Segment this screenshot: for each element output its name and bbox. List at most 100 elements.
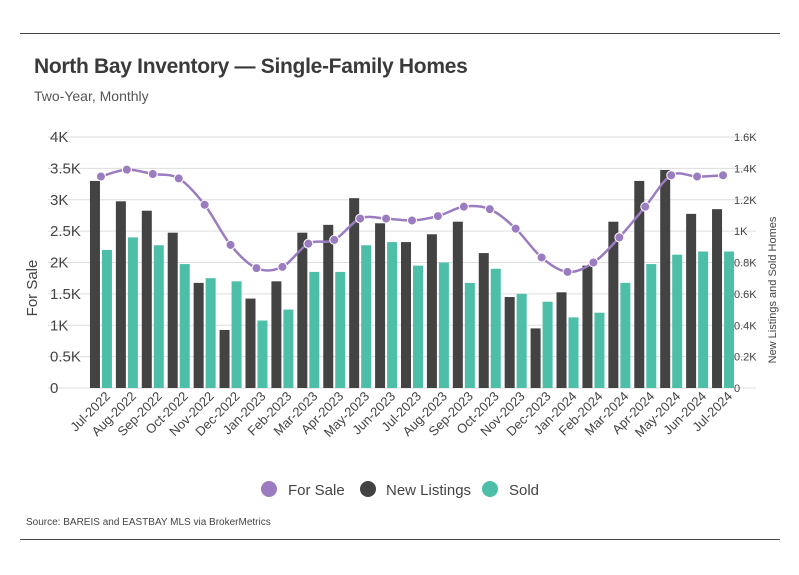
for-sale-point[interactable] (251, 263, 262, 274)
bar-sold[interactable] (542, 301, 553, 388)
bar-new-listings[interactable] (401, 242, 411, 388)
bar-sold[interactable] (413, 265, 423, 388)
bar-sold[interactable] (153, 245, 164, 388)
source-note: Source: BAREIS and EASTBAY MLS via Broke… (26, 517, 271, 528)
for-sale-point[interactable] (484, 204, 495, 215)
for-sale-point[interactable] (147, 169, 158, 180)
bar-sold[interactable] (309, 271, 320, 388)
bar-new-listings[interactable] (323, 224, 334, 388)
legend-item-new-listings[interactable]: New Listings (360, 481, 471, 499)
for-sale-point[interactable] (355, 213, 366, 224)
legend: For Sale New Listings Sold (261, 481, 539, 499)
legend-label-new-listings: New Listings (386, 482, 471, 499)
for-sale-point[interactable] (329, 234, 340, 245)
for-sale-point[interactable] (640, 201, 651, 212)
bar-sold[interactable] (127, 237, 138, 388)
bar-new-listings[interactable] (89, 180, 100, 388)
left-tick-label: 3K (50, 192, 68, 209)
bar-new-listings[interactable] (530, 328, 541, 388)
bar-sold[interactable] (490, 268, 501, 388)
top-rule (20, 33, 780, 34)
left-axis-title: For Sale (24, 260, 41, 317)
bar-new-listings[interactable] (452, 221, 463, 388)
right-tick-label: 1.6K (734, 132, 757, 144)
bar-new-listings[interactable] (193, 282, 204, 388)
bar-new-listings[interactable] (712, 209, 723, 388)
bar-sold[interactable] (101, 249, 112, 388)
for-sale-point[interactable] (588, 257, 599, 268)
bar-sold[interactable] (464, 282, 475, 388)
bar-new-listings[interactable] (660, 169, 671, 388)
x-axis: Jul-2022Aug-2022Sep-2022Oct-2022Nov-2022… (67, 389, 735, 440)
bar-new-listings[interactable] (375, 223, 386, 388)
for-sale-point[interactable] (95, 171, 106, 182)
bar-sold[interactable] (205, 278, 216, 388)
bar-new-listings[interactable] (245, 298, 256, 388)
for-sale-point[interactable] (536, 252, 547, 263)
bar-new-listings[interactable] (504, 297, 515, 388)
for-sale-point[interactable] (718, 170, 729, 181)
bar-sold[interactable] (335, 271, 346, 388)
right-tick-label: 0.4K (734, 320, 757, 332)
bar-new-listings[interactable] (608, 221, 619, 388)
for-sale-point[interactable] (121, 164, 132, 175)
bar-sold[interactable] (698, 251, 709, 388)
for-sale-point[interactable] (614, 232, 625, 243)
bar-sold[interactable] (361, 245, 372, 388)
left-tick-label: 1K (50, 317, 68, 334)
for-sale-point[interactable] (666, 170, 677, 181)
for-sale-line-series (95, 164, 729, 277)
for-sale-point[interactable] (458, 201, 469, 212)
bar-sold[interactable] (568, 317, 579, 388)
bar-sold[interactable] (179, 264, 190, 388)
for-sale-point[interactable] (432, 211, 443, 222)
bar-sold[interactable] (646, 264, 657, 388)
bar-sold[interactable] (438, 262, 449, 389)
for-sale-point[interactable] (510, 223, 521, 234)
bar-new-listings[interactable] (686, 213, 697, 388)
for-sale-point[interactable] (225, 239, 236, 250)
left-tick-label: 2.5K (50, 223, 81, 240)
bar-new-listings[interactable] (478, 253, 489, 388)
legend-label-for-sale: For Sale (288, 482, 345, 499)
left-tick-label: 0.5K (50, 349, 81, 366)
legend-item-sold[interactable]: Sold (482, 481, 539, 499)
bar-sold[interactable] (257, 320, 268, 388)
for-sale-point[interactable] (277, 261, 288, 272)
for-sale-point[interactable] (407, 215, 417, 226)
bar-sold[interactable] (283, 309, 294, 388)
bar-new-listings[interactable] (167, 232, 178, 388)
for-sale-point[interactable] (692, 171, 703, 182)
legend-item-for-sale[interactable]: For Sale (261, 481, 345, 499)
right-tick-label: 0.6K (734, 289, 757, 301)
bar-new-listings[interactable] (582, 265, 593, 388)
bar-new-listings[interactable] (115, 201, 126, 388)
bar-sold[interactable] (620, 282, 631, 388)
chart-subtitle: Two-Year, Monthly (34, 88, 149, 104)
left-tick-label: 3.5K (50, 160, 81, 177)
bar-sold[interactable] (516, 293, 527, 388)
for-sale-point[interactable] (199, 199, 210, 210)
bar-new-listings[interactable] (141, 210, 152, 388)
bar-new-listings[interactable] (297, 232, 308, 388)
legend-swatch-for-sale (261, 481, 277, 497)
legend-label-sold: Sold (509, 482, 539, 499)
bar-sold[interactable] (724, 251, 735, 388)
bar-new-listings[interactable] (556, 292, 567, 388)
bar-sold[interactable] (594, 312, 605, 388)
bar-new-listings[interactable] (426, 234, 437, 388)
bar-sold[interactable] (672, 254, 683, 388)
for-sale-point[interactable] (303, 238, 314, 249)
bar-new-listings[interactable] (271, 281, 282, 388)
for-sale-point[interactable] (173, 173, 184, 184)
for-sale-point[interactable] (381, 213, 392, 224)
bar-sold[interactable] (387, 242, 398, 388)
chart-title: North Bay Inventory — Single-Family Home… (34, 55, 468, 78)
bar-new-listings[interactable] (219, 329, 230, 388)
bar-new-listings[interactable] (634, 180, 645, 388)
for-sale-point[interactable] (562, 266, 573, 277)
bar-new-listings[interactable] (349, 198, 360, 388)
legend-swatch-new-listings (360, 481, 376, 497)
bar-sold[interactable] (231, 281, 242, 388)
right-tick-label: 1K (734, 226, 748, 238)
